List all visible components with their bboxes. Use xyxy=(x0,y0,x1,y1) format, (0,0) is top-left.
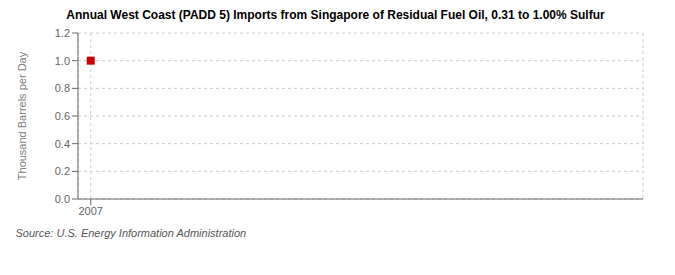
svg-text:0.8: 0.8 xyxy=(55,82,70,94)
svg-text:0.2: 0.2 xyxy=(55,165,70,177)
svg-text:0.4: 0.4 xyxy=(55,138,70,150)
svg-text:Thousand Barrels per Day: Thousand Barrels per Day xyxy=(16,51,28,180)
svg-text:2007: 2007 xyxy=(79,205,103,217)
svg-text:1.2: 1.2 xyxy=(55,27,70,39)
html-text:Annual West Coast (PADD 5) Imp: Annual West Coast (PADD 5) Imports from … xyxy=(66,8,605,22)
svg-text:0.6: 0.6 xyxy=(55,110,70,122)
html-text:Source: U.S. Energy Informatio: Source: U.S. Energy Information Administ… xyxy=(15,227,247,239)
svg-text:0.0: 0.0 xyxy=(55,193,70,205)
svg-text:1.0: 1.0 xyxy=(55,55,70,67)
